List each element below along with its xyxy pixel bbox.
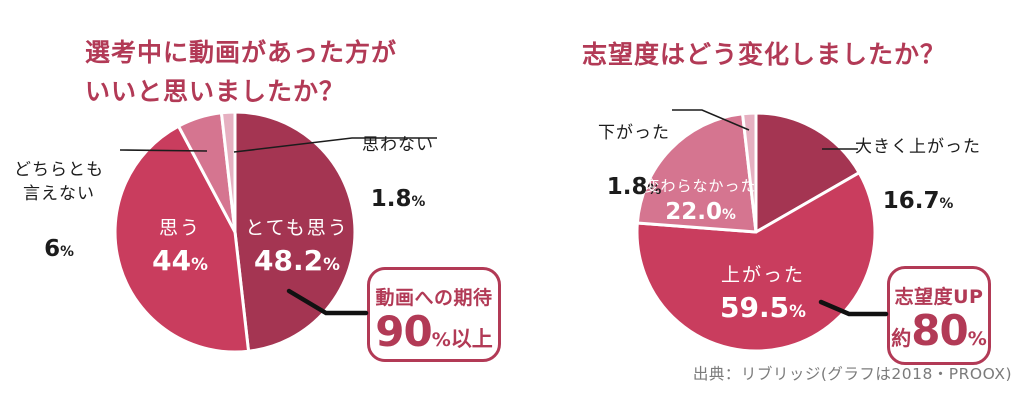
left-callout-box: 動画への期待 90% 以上 [367,267,501,362]
right-pie-label-down: 下がった 1.8% [588,96,680,229]
left-callout-suffix: 以上 [450,327,493,351]
right-pie-label-up-text: 上がった [720,264,805,286]
left-pie-chart [113,110,357,354]
percent-sign: % [721,206,736,223]
right-pie-label-unchanged: 変わらなかった 22.0% [638,177,763,227]
right-callout-number: 80 [911,306,968,355]
percent-sign: % [939,195,954,212]
right-callout-prefix: 約 [891,326,912,350]
right-chart-title: 志望度はどう変化しましたか？ [582,39,947,69]
right-pie-value-down: 1.8 [606,173,648,200]
right-pie-value-unchanged: 22.0 [665,198,722,225]
right-callout-percent: % [967,328,987,350]
source-note: 出典：リブリッジ(グラフは2018・PROOX) [692,365,1012,383]
left-pie-value-think: 44 [152,243,192,277]
percent-sign: % [647,181,662,198]
left-pie-label-think: 思う 44% [128,216,232,279]
left-pie-label-no: 思わない 1.8% [352,108,444,241]
left-pie-value-no: 1.8 [370,185,412,212]
left-pie-label-very-much-text: とても思う [245,217,349,239]
left-pie-value-very-much: 48.2 [254,243,324,277]
pie-slice-3 [219,110,237,234]
percent-sign: % [789,300,806,321]
pie-slice-0 [754,111,861,234]
pie-slice-1 [113,124,251,354]
left-callout-percent: % [431,329,451,351]
left-pie-label-neutral-text: どちらとも 言えない [14,159,104,205]
left-pie-label-neutral: どちらとも 言えない 6% [8,133,110,291]
right-pie-label-down-text: 下がった [598,122,670,143]
left-pie-label-no-text: 思わない [362,134,434,155]
left-callout-number: 90 [375,307,432,356]
pie-slice-1 [635,171,877,353]
right-pie-label-greatly-up-text: 大きく上がった [855,136,981,157]
right-callout-box: 志望度UP 約 80% [887,266,991,365]
right-pie-chart [635,111,877,353]
right-pie-value-greatly-up: 16.7 [882,187,940,214]
right-callout-title: 志望度UP [894,286,984,308]
left-pie-label-very-much: とても思う 48.2% [234,216,360,279]
right-pie-label-greatly-up: 大きく上がった 16.7% [843,110,993,243]
right-pie-value-up: 59.5 [720,290,790,324]
left-pie-value-neutral: 6 [44,235,61,262]
right-pie-label-unchanged-text: 変わらなかった [644,177,757,195]
left-chart-title: 選考中に動画があった方が いいと思いましたか？ [85,37,398,106]
left-callout-title: 動画への期待 [375,287,493,309]
left-pie-label-think-text: 思う [158,217,201,239]
percent-sign: % [191,253,208,274]
right-pie-label-up: 上がった 59.5% [700,263,826,326]
percent-sign: % [323,253,340,274]
percent-sign: % [411,193,426,210]
percent-sign: % [60,243,74,260]
